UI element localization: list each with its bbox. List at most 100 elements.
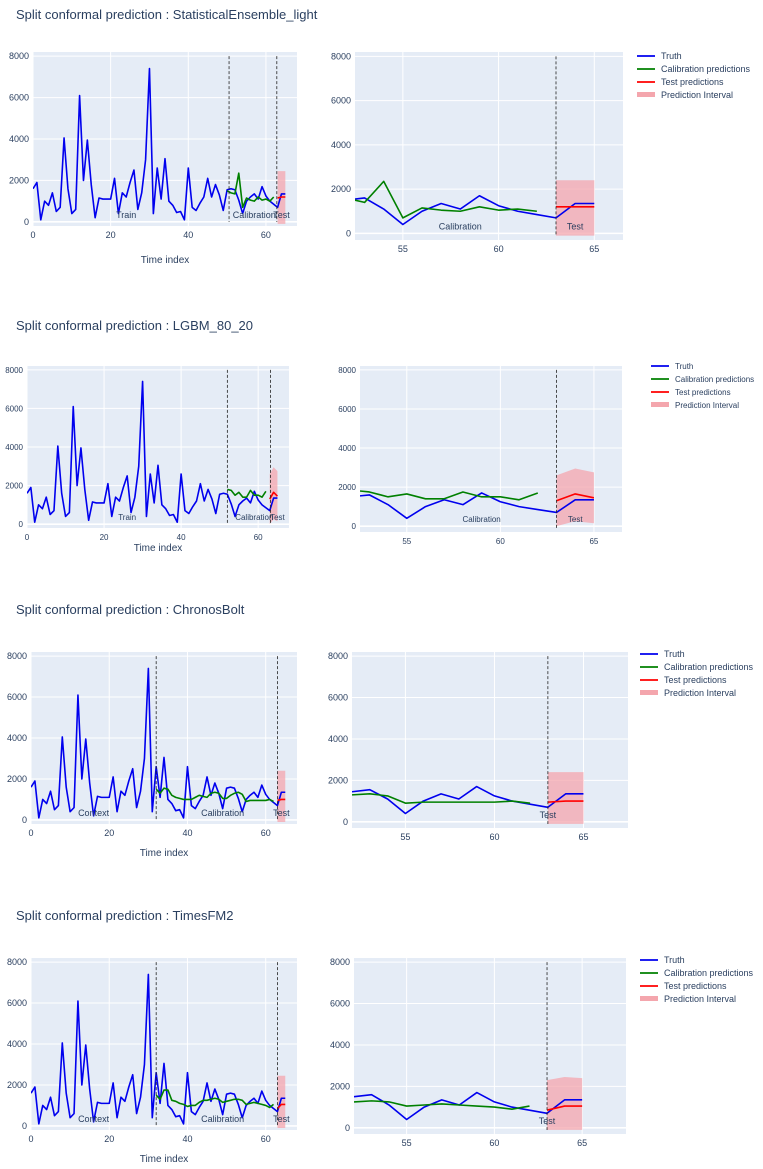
calibration-series-line	[155, 1089, 275, 1109]
x-tick-label: 60	[494, 244, 504, 254]
x-tick-label: 65	[577, 1138, 587, 1148]
legend-item-test-label: Test predictions	[675, 388, 731, 397]
region-label: Calibration	[439, 221, 482, 231]
y-tick-label: 6000	[330, 999, 350, 1009]
full-panel: 0 2000 4000 6000 8000 0 20 40 60 Context Calibrati…	[7, 651, 297, 838]
region-label: Test	[567, 221, 584, 231]
y-tick-label: 8000	[7, 957, 27, 967]
prediction-interval-band	[269, 467, 278, 525]
x-tick-label: 60	[254, 533, 263, 542]
legend-item-interval-swatch	[640, 690, 658, 695]
chart-figure: 0 2000 4000 6000 8000 0 20 40 60 Train Calibration…	[5, 362, 754, 554]
region-label: Context	[78, 1114, 110, 1124]
legend-item-truth-label: Truth	[664, 649, 685, 659]
x-tick-label: 55	[402, 537, 411, 546]
y-tick-label: 8000	[338, 366, 356, 375]
x-tick-label: 40	[182, 1134, 192, 1144]
x-axis-label: Time index	[140, 1154, 189, 1165]
truth-series-line	[360, 492, 594, 520]
series-group	[360, 468, 595, 527]
full-panel: 0 2000 4000 6000 8000 0 20 40 60 Train Calibration…	[5, 366, 289, 542]
y-tick-label: 0	[22, 1121, 27, 1131]
chart-figure: 0 2000 4000 6000 8000 0 20 40 60 Train Calibration…	[9, 51, 751, 266]
x-tick-label: 0	[28, 828, 33, 838]
chart-block-3: Split conformal prediction : TimesFM2 0 2…	[0, 880, 763, 1169]
x-tick-label: 0	[30, 230, 35, 240]
legend-item-interval-swatch	[637, 92, 655, 97]
region-label: Test	[539, 1116, 556, 1126]
legend-item-truth-label: Truth	[664, 955, 685, 965]
legend-item-interval-label: Prediction Interval	[675, 401, 739, 410]
legend-item-test-label: Test predictions	[664, 981, 727, 991]
x-tick-label: 20	[104, 1134, 114, 1144]
test-series-line	[547, 800, 584, 803]
test-series-line	[546, 1105, 583, 1111]
chart-title: Split conformal prediction : LGBM_80_20	[16, 318, 254, 333]
x-axis-label: Time index	[141, 255, 190, 266]
legend-item-calibration-label: Calibration predictions	[661, 64, 751, 74]
prediction-interval-band	[547, 1077, 583, 1130]
chart-figure: 0 2000 4000 6000 8000 0 20 40 60 Context Calibrati…	[7, 955, 754, 1165]
zoom-panel: 0 2000 4000 6000 8000 55 60 65 Calibration Test	[331, 51, 623, 254]
calibration-series-line	[352, 793, 531, 804]
x-tick-label: 55	[402, 1138, 412, 1148]
x-tick-label: 60	[489, 1138, 499, 1148]
truth-series-line	[33, 67, 286, 221]
x-tick-label: 0	[28, 1134, 33, 1144]
x-tick-label: 65	[578, 832, 588, 842]
legend: Truth Calibration predictions Test predict…	[640, 955, 754, 1004]
region-label: Train	[116, 210, 136, 220]
series-group	[355, 180, 595, 236]
test-series-line	[276, 1103, 286, 1110]
chart-block-0: Split conformal prediction : Statistical…	[0, 0, 763, 290]
region-label: Test	[273, 808, 290, 818]
legend-item-calibration-label: Calibration predictions	[664, 968, 754, 978]
legend-item-test-label: Test predictions	[661, 77, 724, 87]
zoom-panel: 0 2000 4000 6000 8000 55 60 65 Calibration Test	[338, 366, 622, 546]
y-tick-label: 2000	[328, 775, 348, 785]
x-axis-label: Time index	[140, 848, 189, 859]
prediction-interval-band	[277, 1075, 286, 1128]
region-label: Calibration	[235, 513, 273, 522]
full-panel: 0 2000 4000 6000 8000 0 20 40 60 Context Calibrati…	[7, 957, 297, 1144]
y-tick-label: 8000	[328, 651, 348, 661]
calibration-series-line	[155, 787, 274, 803]
test-series-line	[277, 798, 286, 802]
series-group	[33, 67, 286, 224]
zoom-panel: 0 2000 4000 6000 8000 55 60 65 Test	[328, 651, 628, 842]
x-tick-label: 60	[261, 828, 271, 838]
x-tick-label: 60	[489, 832, 499, 842]
y-tick-label: 4000	[7, 1039, 27, 1049]
x-tick-label: 55	[398, 244, 408, 254]
series-group	[354, 1077, 583, 1130]
truth-series-line	[31, 667, 286, 819]
truth-series-line	[355, 194, 595, 226]
y-tick-label: 8000	[9, 51, 29, 61]
test-series-line	[277, 196, 286, 199]
chart-title: Split conformal prediction : Statistical…	[16, 7, 318, 22]
zoom-panel: 0 2000 4000 6000 8000 55 60 65 Test	[330, 957, 626, 1148]
y-tick-label: 0	[343, 817, 348, 827]
region-label: Test	[273, 210, 290, 220]
y-tick-label: 0	[346, 228, 351, 238]
series-group	[31, 973, 286, 1128]
y-tick-label: 6000	[338, 405, 356, 414]
legend-item-interval-swatch	[651, 402, 669, 407]
y-tick-label: 6000	[328, 693, 348, 703]
y-tick-label: 0	[345, 1123, 350, 1133]
region-label: Calibration	[201, 1114, 244, 1124]
region-label: Train	[118, 513, 136, 522]
legend: Truth Calibration predictions Test predict…	[637, 51, 751, 100]
chart-figure: 0 2000 4000 6000 8000 0 20 40 60 Context Calibrati…	[7, 649, 754, 859]
x-tick-label: 65	[589, 244, 599, 254]
prediction-interval-band	[556, 468, 594, 527]
y-tick-label: 8000	[5, 366, 23, 375]
y-tick-label: 2000	[7, 1080, 27, 1090]
y-tick-label: 0	[24, 217, 29, 227]
y-tick-label: 0	[22, 815, 27, 825]
calibration-series-line	[227, 488, 267, 498]
truth-series-line	[27, 380, 278, 524]
x-tick-label: 60	[496, 537, 505, 546]
x-tick-label: 20	[100, 533, 109, 542]
